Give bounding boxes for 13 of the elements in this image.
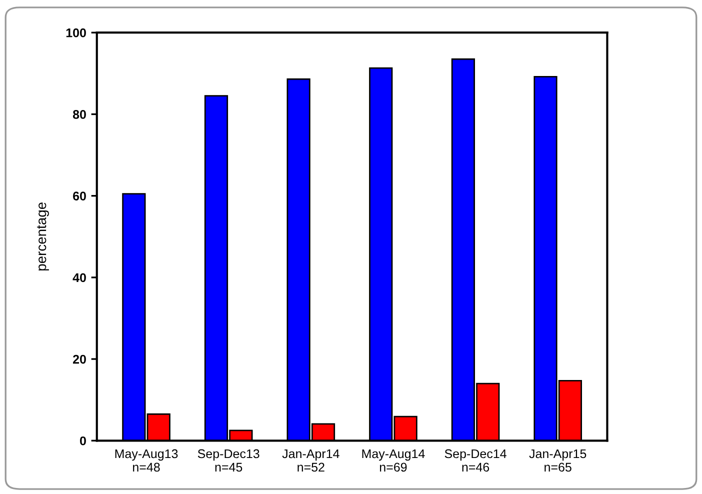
y-axis-title: percentage <box>37 202 49 270</box>
x-tick-label: May-Aug14 n=69 <box>362 449 425 472</box>
x-tick-label: Sep-Dec13 n=45 <box>198 449 260 472</box>
y-tick-label: 60 <box>73 192 86 200</box>
x-tick-label: Jan-Apr15 n=65 <box>529 449 586 472</box>
x-tick-label: Jan-Apr14 n=52 <box>282 449 340 472</box>
y-tick-label: 80 <box>72 110 86 119</box>
y-tick-label: 20 <box>72 354 86 364</box>
y-tick-label: 100 <box>66 28 86 38</box>
y-tick-label: 0 <box>80 436 86 446</box>
x-tick-label: Sep-Dec14 n=46 <box>444 449 506 472</box>
x-tick-label: May-Aug13 n=48 <box>115 449 178 472</box>
y-tick-label: 40 <box>72 273 86 282</box>
